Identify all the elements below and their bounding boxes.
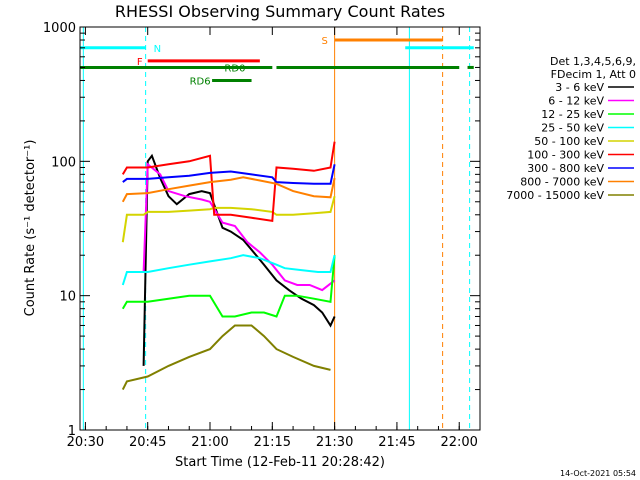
legend-label-3-6-kev: 3 - 6 keV <box>555 81 604 94</box>
y-axis-label: Count Rate (s⁻¹ detector⁻¹) <box>23 140 38 317</box>
series-300-800-kev <box>122 164 336 185</box>
series-12-25-kev <box>121 255 336 318</box>
x-tick-label-20-30: 20:30 <box>67 435 104 450</box>
legend-label-25-50-kev: 25 - 50 keV <box>541 122 604 135</box>
y-tick-label-1: 1 <box>68 424 76 439</box>
series-100-300-kev <box>121 141 336 223</box>
legend: Det 1,3,4,5,6,9,FDecim 1, Att 03 - 6 keV… <box>506 55 636 202</box>
plot-frame <box>79 26 481 431</box>
series-3-6-kev <box>142 153 336 366</box>
series-50-100-kev <box>121 195 336 243</box>
x-tick-label-20-45: 20:45 <box>129 435 166 450</box>
series-6-12-kev <box>142 162 336 292</box>
annotation-n-label: N <box>154 44 161 55</box>
annotation-rd6-label: RD6 <box>190 76 211 87</box>
series-800-7000-kev <box>121 176 336 203</box>
x-tick-label-21-45: 21:45 <box>378 435 415 450</box>
plot-marks: NF S RD0 RD6 <box>80 27 474 430</box>
x-tick-label-21-00: 21:00 <box>191 435 228 450</box>
x-tick-label-22-00: 22:00 <box>440 435 477 450</box>
series-25-50-kev <box>121 254 336 286</box>
legend-label-6-12-kev: 6 - 12 keV <box>548 95 604 108</box>
y-tick-label-10: 10 <box>59 290 76 305</box>
axis-ticks: 20:30 20:45 21:00 21:15 21:30 21:45 22:00 1 10 10… <box>43 21 480 450</box>
series-7000-15000-kev <box>121 324 331 391</box>
annotation-rd0-label: RD0 <box>224 63 245 74</box>
legend-detector-info-2: FDecim 1, Att 0 <box>551 68 636 81</box>
legend-label-7000-15000-kev: 7000 - 15000 keV <box>506 189 604 202</box>
x-tick-label-21-30: 21:30 <box>316 435 353 450</box>
x-axis-label: Start Time (12-Feb-11 20:28:42) <box>175 455 385 470</box>
legend-label-800-7000-kev: 800 - 7000 keV <box>520 176 604 189</box>
y-tick-label-1000: 1000 <box>43 21 76 36</box>
legend-detector-info-1: Det 1,3,4,5,6,9, <box>550 55 636 68</box>
legend-label-50-100-kev: 50 - 100 keV <box>534 135 604 148</box>
annotation-f-label: F <box>137 57 143 68</box>
legend-label-100-300-kev: 100 - 300 keV <box>527 149 604 162</box>
chart-title: RHESSI Observing Summary Count Rates <box>115 2 445 21</box>
y-tick-label-100: 100 <box>51 155 76 170</box>
annotation-s-label: S <box>321 36 327 47</box>
footer-timestamp: 14-Oct-2021 05:54 <box>560 469 636 478</box>
legend-label-12-25-kev: 12 - 25 keV <box>541 108 604 121</box>
x-tick-label-21-15: 21:15 <box>254 435 291 450</box>
legend-label-300-800-kev: 300 - 800 keV <box>527 162 604 175</box>
